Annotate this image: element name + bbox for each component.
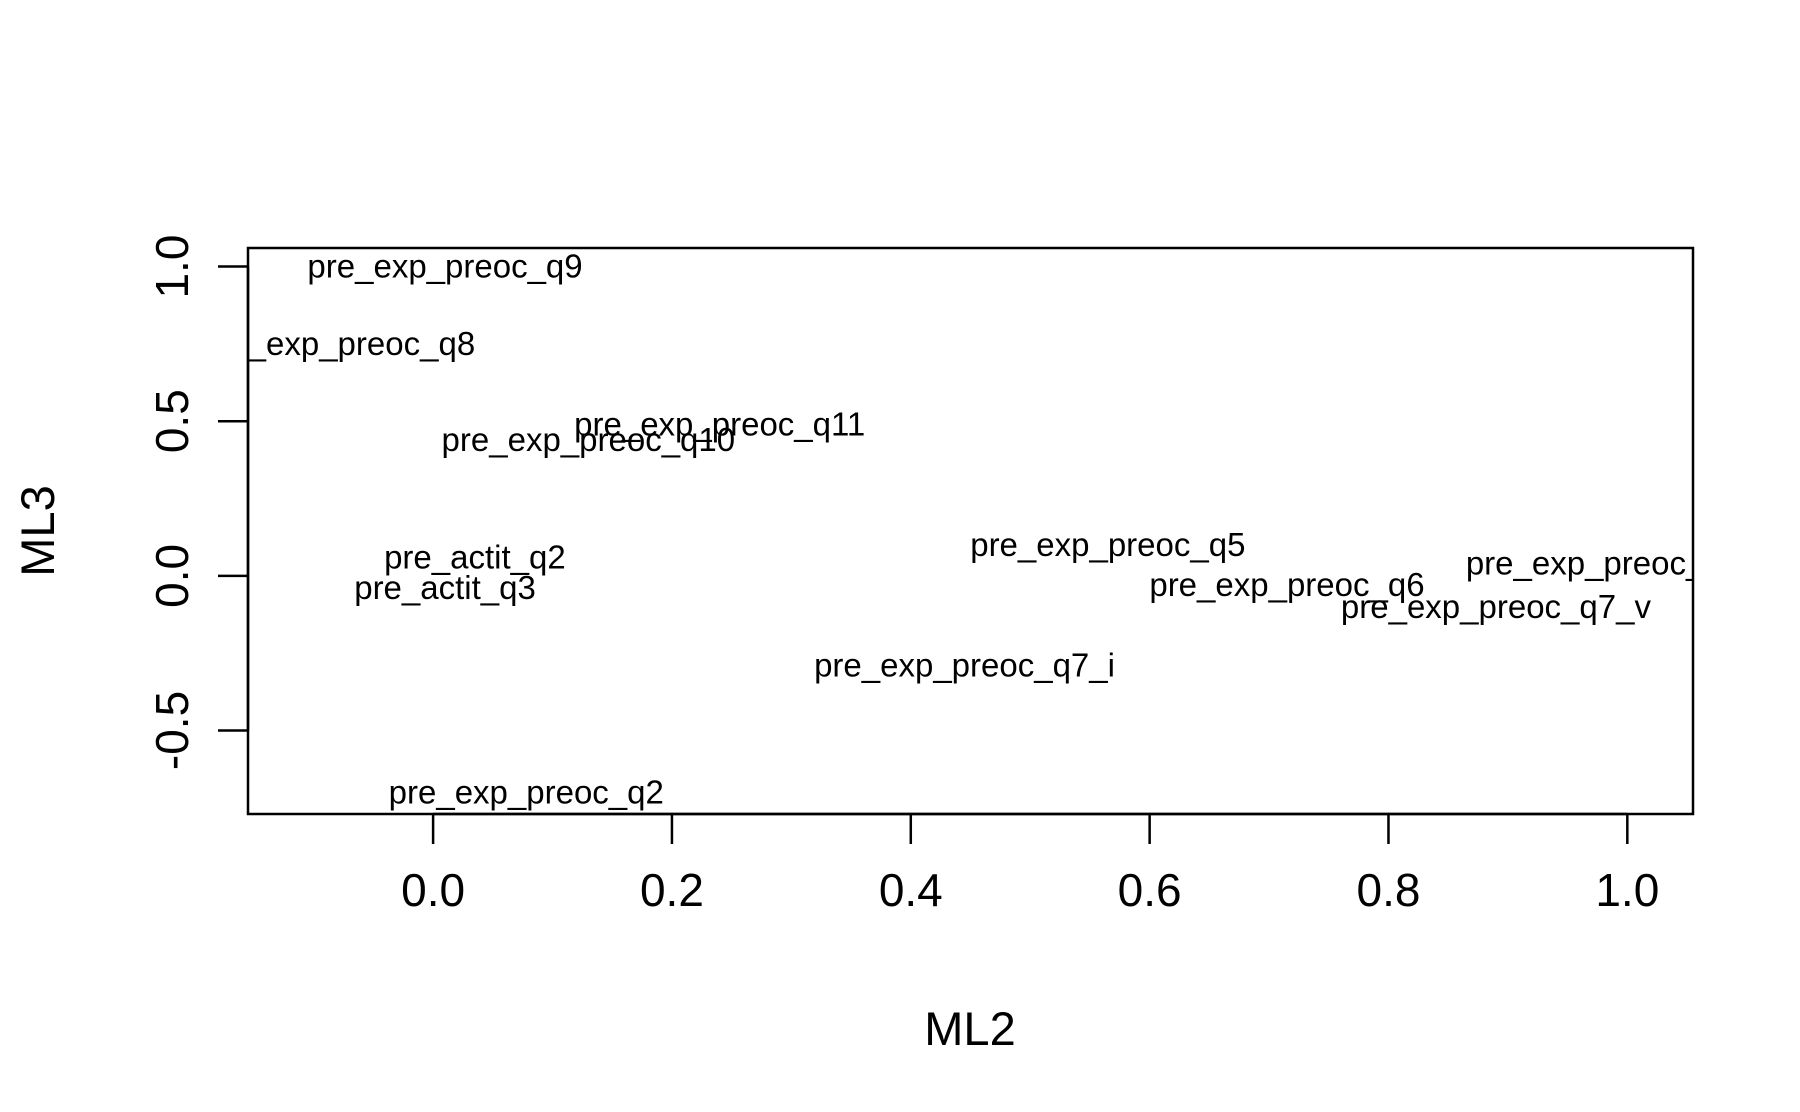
x-tick-label: 0.6 <box>1118 864 1182 916</box>
point-label: pre_actit_q3 <box>354 569 536 606</box>
x-tick-label: 0.0 <box>401 864 465 916</box>
point-label: pre_exp_preoc_q7_v <box>1341 588 1652 625</box>
point-label: pre_exp_preoc_q5 <box>970 526 1245 563</box>
point-label: pre_exp_preoc_q9 <box>307 248 582 285</box>
point-label: pre_exp_preoc_q4 <box>1466 544 1741 581</box>
point-label: pre_exp_preoc_q7_i <box>814 647 1115 684</box>
x-tick-label: 0.2 <box>640 864 704 916</box>
y-axis-title: ML3 <box>11 485 64 576</box>
x-tick-label: 0.4 <box>879 864 943 916</box>
x-tick-label: 0.8 <box>1356 864 1420 916</box>
plot-frame <box>246 246 1695 816</box>
x-tick-label: 1.0 <box>1595 864 1659 916</box>
point-label: pre_exp_preoc_q8 <box>200 325 475 362</box>
point-label: pre_exp_preoc_q6 <box>1149 566 1424 603</box>
point-label: pre_actit_q2 <box>384 538 566 575</box>
point-label: pre_exp_preoc_q11 <box>574 405 865 442</box>
y-tick-label: 1.0 <box>146 235 198 299</box>
point-labels: pre_exp_preoc_q9 pre_exp_preoc_q8 pre_exp_… <box>200 248 1741 810</box>
point-label: pre_exp_preoc_q2 <box>389 773 664 810</box>
y-tick-label: 0.0 <box>146 544 198 608</box>
x-axis-title: ML2 <box>924 1002 1015 1055</box>
point-label: pre_exp_preoc_q10 <box>442 421 736 458</box>
y-tick-label: 0.5 <box>146 389 198 453</box>
y-tick-label: -0.5 <box>146 691 198 770</box>
axis-ticks: 0.0 0.2 0.4 0.6 0.8 1.0 -0.5 0.0 0.5 1.0 <box>146 235 1659 916</box>
